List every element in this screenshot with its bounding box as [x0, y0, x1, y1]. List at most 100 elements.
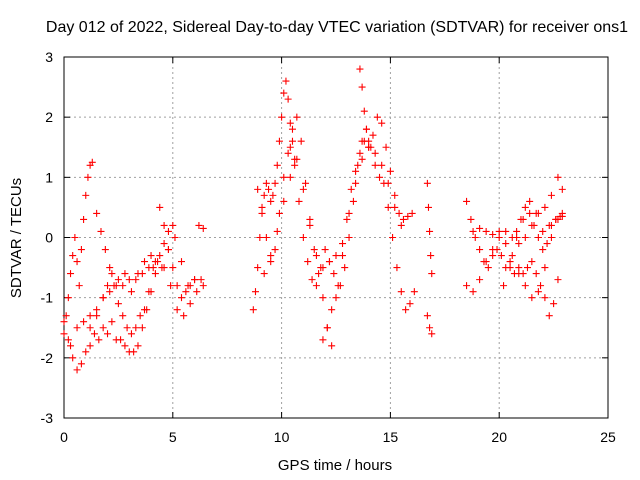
data-point	[358, 155, 366, 163]
data-point	[265, 185, 273, 193]
data-point	[343, 215, 351, 223]
data-point	[463, 282, 471, 290]
data-point	[73, 366, 81, 374]
data-point	[69, 354, 77, 362]
data-point	[251, 288, 259, 296]
data-point	[254, 185, 262, 193]
data-point	[397, 221, 405, 229]
data-point	[271, 179, 279, 187]
data-point	[171, 234, 179, 241]
data-point	[99, 324, 107, 332]
data-point	[84, 173, 92, 181]
data-point	[467, 215, 475, 223]
data-point	[317, 264, 325, 272]
data-point	[408, 209, 416, 217]
data-point	[404, 212, 412, 220]
data-point	[273, 161, 281, 169]
data-point	[389, 234, 397, 241]
data-point	[160, 264, 168, 272]
data-point	[164, 246, 172, 254]
data-point	[186, 282, 194, 290]
x-tick-label: 0	[60, 429, 68, 445]
data-point	[410, 288, 418, 296]
data-point	[391, 203, 399, 211]
data-point	[330, 270, 338, 278]
data-point	[71, 234, 79, 241]
series-arc-1a	[60, 158, 96, 338]
data-point	[288, 125, 296, 133]
data-point	[502, 240, 510, 248]
data-point	[169, 221, 177, 229]
x-tick-labels: 0 5 10 15 20 25	[60, 429, 616, 445]
chart-title: Day 012 of 2022, Sidereal Day-to-day VTE…	[46, 19, 628, 36]
data-point	[554, 173, 562, 181]
data-point	[288, 137, 296, 145]
data-point	[69, 252, 77, 260]
data-point	[489, 246, 497, 254]
data-point	[358, 137, 366, 145]
data-point	[471, 234, 479, 241]
data-point	[463, 197, 471, 205]
series-arc-4a	[463, 197, 562, 320]
data-point	[476, 276, 484, 284]
data-point	[497, 252, 505, 260]
data-point	[484, 264, 492, 272]
y-tick-label: 1	[45, 169, 53, 185]
data-point	[160, 240, 168, 248]
data-point	[393, 264, 401, 272]
data-point	[495, 234, 503, 241]
data-point	[354, 161, 362, 169]
data-point	[119, 312, 127, 320]
data-point	[352, 179, 360, 187]
data-point	[382, 143, 390, 151]
x-tick-label: 25	[600, 429, 616, 445]
data-point	[482, 227, 490, 235]
data-point	[280, 173, 288, 181]
data-point	[532, 209, 540, 217]
data-point	[391, 191, 399, 199]
data-point	[297, 137, 305, 145]
data-point	[502, 227, 510, 235]
data-point	[199, 282, 207, 290]
data-point	[376, 173, 384, 181]
data-point	[293, 113, 301, 121]
data-point	[360, 107, 368, 115]
data-point	[495, 227, 503, 235]
data-point	[147, 252, 155, 260]
data-point	[369, 131, 377, 139]
data-point	[508, 252, 516, 260]
data-point	[64, 336, 72, 344]
data-point	[469, 227, 477, 235]
data-point	[539, 246, 547, 254]
data-point	[371, 149, 379, 157]
data-point	[530, 221, 538, 229]
data-point	[513, 227, 521, 235]
data-point	[167, 282, 175, 290]
y-tick-labels: -3 -2 -1 0 1 2 3	[41, 49, 54, 426]
data-point	[275, 137, 283, 145]
data-point	[528, 294, 536, 302]
data-point	[90, 330, 98, 338]
data-point	[427, 252, 435, 260]
data-point	[299, 185, 307, 193]
data-point	[178, 294, 186, 302]
data-point	[537, 282, 545, 290]
data-point	[378, 161, 386, 169]
data-point	[323, 324, 331, 332]
series-arc-2c	[260, 143, 405, 278]
data-point	[114, 276, 122, 284]
data-point	[521, 203, 529, 211]
data-point	[141, 306, 149, 314]
data-point	[67, 342, 75, 350]
data-point	[256, 234, 264, 241]
data-point	[77, 246, 85, 254]
data-point	[328, 342, 336, 350]
data-point	[349, 197, 357, 205]
data-point	[117, 336, 125, 344]
data-point	[521, 234, 529, 241]
data-point	[125, 276, 133, 284]
data-point	[80, 318, 88, 326]
data-point	[541, 203, 549, 211]
data-point	[312, 282, 320, 290]
data-point	[93, 312, 101, 320]
